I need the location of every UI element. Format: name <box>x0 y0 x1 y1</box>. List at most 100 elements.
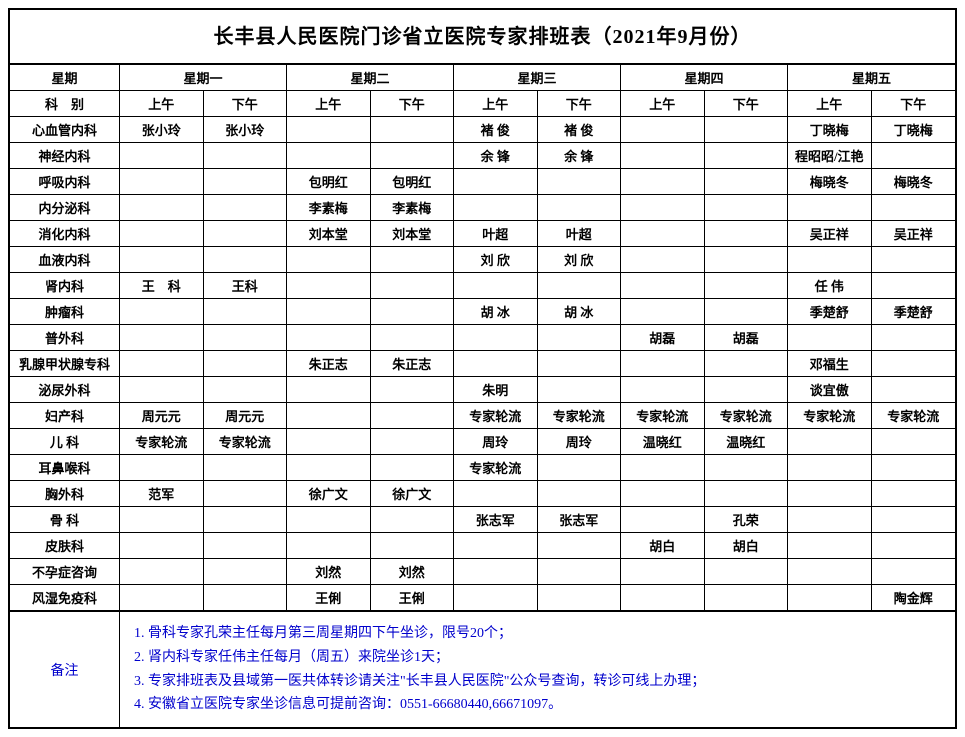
slot-cell <box>371 247 455 273</box>
slot-cell: 周元元 <box>204 403 288 429</box>
slot-cell <box>454 325 538 351</box>
slot-cell <box>120 221 204 247</box>
header-day-4: 星期四 <box>621 65 788 91</box>
table-row: 不孕症咨询刘然刘然 <box>10 559 955 585</box>
dept-name: 皮肤科 <box>10 533 120 559</box>
slot-cell: 张志军 <box>538 507 622 533</box>
slot-cell: 专家轮流 <box>454 455 538 481</box>
slot-cell: 刘 欣 <box>538 247 622 273</box>
slot-cell <box>287 299 371 325</box>
slot-cell <box>872 351 956 377</box>
dept-name: 消化内科 <box>10 221 120 247</box>
slot-cell <box>705 117 789 143</box>
dept-name: 呼吸内科 <box>10 169 120 195</box>
dept-name: 胸外科 <box>10 481 120 507</box>
header-pm: 下午 <box>705 91 789 117</box>
slot-cell <box>705 559 789 585</box>
slot-cell <box>204 455 288 481</box>
slot-cell <box>788 325 872 351</box>
slot-cell <box>621 559 705 585</box>
slot-cell <box>621 273 705 299</box>
slot-cell <box>872 481 956 507</box>
slot-cell: 王科 <box>204 273 288 299</box>
slot-cell: 丁晓梅 <box>872 117 956 143</box>
slot-cell: 褚 俊 <box>538 117 622 143</box>
slot-cell: 陶金辉 <box>872 585 956 612</box>
slot-cell <box>371 377 455 403</box>
dept-name: 普外科 <box>10 325 120 351</box>
table-row: 儿 科专家轮流专家轮流周玲周玲温晓红温晓红 <box>10 429 955 455</box>
slot-cell: 余 锋 <box>538 143 622 169</box>
dept-name: 耳鼻喉科 <box>10 455 120 481</box>
header-am: 上午 <box>454 91 538 117</box>
slot-cell <box>788 481 872 507</box>
slot-cell <box>454 585 538 612</box>
slot-cell: 朱明 <box>454 377 538 403</box>
slot-cell <box>371 117 455 143</box>
dept-name: 乳腺甲状腺专科 <box>10 351 120 377</box>
slot-cell <box>204 377 288 403</box>
note-line: 2. 肾内科专家任伟主任每月（周五）来院坐诊1天； <box>134 646 941 670</box>
slot-cell <box>872 533 956 559</box>
slot-cell <box>621 455 705 481</box>
slot-cell: 刘 欣 <box>454 247 538 273</box>
slot-cell <box>538 351 622 377</box>
table-row: 皮肤科胡白胡白 <box>10 533 955 559</box>
slot-cell <box>454 481 538 507</box>
slot-cell: 刘然 <box>287 559 371 585</box>
header-pm: 下午 <box>538 91 622 117</box>
data-rows-container: 心血管内科张小玲张小玲褚 俊褚 俊丁晓梅丁晓梅神经内科余 锋余 锋程昭昭/江艳呼… <box>10 117 955 612</box>
slot-cell <box>788 585 872 612</box>
dept-name: 内分泌科 <box>10 195 120 221</box>
slot-cell <box>287 455 371 481</box>
slot-cell: 周玲 <box>538 429 622 455</box>
slot-cell: 专家轮流 <box>120 429 204 455</box>
slot-cell <box>538 195 622 221</box>
slot-cell <box>204 325 288 351</box>
slot-cell <box>872 377 956 403</box>
slot-cell <box>538 169 622 195</box>
slot-cell <box>120 169 204 195</box>
slot-cell: 胡 冰 <box>454 299 538 325</box>
slot-cell: 周元元 <box>120 403 204 429</box>
slot-cell <box>454 351 538 377</box>
slot-cell <box>621 507 705 533</box>
slot-cell <box>705 221 789 247</box>
slot-cell <box>287 143 371 169</box>
slot-cell <box>204 351 288 377</box>
slot-cell <box>705 273 789 299</box>
header-day-3: 星期三 <box>454 65 621 91</box>
header-am: 上午 <box>788 91 872 117</box>
slot-cell: 程昭昭/江艳 <box>788 143 872 169</box>
slot-cell <box>287 247 371 273</box>
slot-cell <box>287 507 371 533</box>
slot-cell: 邓福生 <box>788 351 872 377</box>
slot-cell: 任 伟 <box>788 273 872 299</box>
slot-cell: 朱正志 <box>371 351 455 377</box>
slot-cell <box>371 403 455 429</box>
slot-cell: 刘本堂 <box>287 221 371 247</box>
slot-cell: 刘然 <box>371 559 455 585</box>
slot-cell <box>621 169 705 195</box>
slot-cell <box>371 429 455 455</box>
sheet-title: 长丰县人民医院门诊省立医院专家排班表（2021年9月份） <box>10 10 955 65</box>
slot-cell <box>788 533 872 559</box>
table-row: 风湿免疫科王俐王俐陶金辉 <box>10 585 955 612</box>
slot-cell <box>872 559 956 585</box>
slot-cell <box>872 143 956 169</box>
slot-cell <box>621 195 705 221</box>
slot-cell: 谈宜傲 <box>788 377 872 403</box>
header-weekday: 星期 <box>10 65 120 91</box>
slot-cell <box>454 273 538 299</box>
slot-cell: 胡白 <box>705 533 789 559</box>
slot-cell <box>788 455 872 481</box>
header-row-days: 星期 星期一 星期二 星期三 星期四 星期五 <box>10 65 955 91</box>
slot-cell <box>705 195 789 221</box>
slot-cell <box>621 117 705 143</box>
header-pm: 下午 <box>872 91 956 117</box>
slot-cell <box>287 377 371 403</box>
table-row: 消化内科刘本堂刘本堂叶超叶超吴正祥吴正祥 <box>10 221 955 247</box>
slot-cell <box>454 533 538 559</box>
slot-cell: 徐广文 <box>371 481 455 507</box>
slot-cell: 季楚舒 <box>788 299 872 325</box>
